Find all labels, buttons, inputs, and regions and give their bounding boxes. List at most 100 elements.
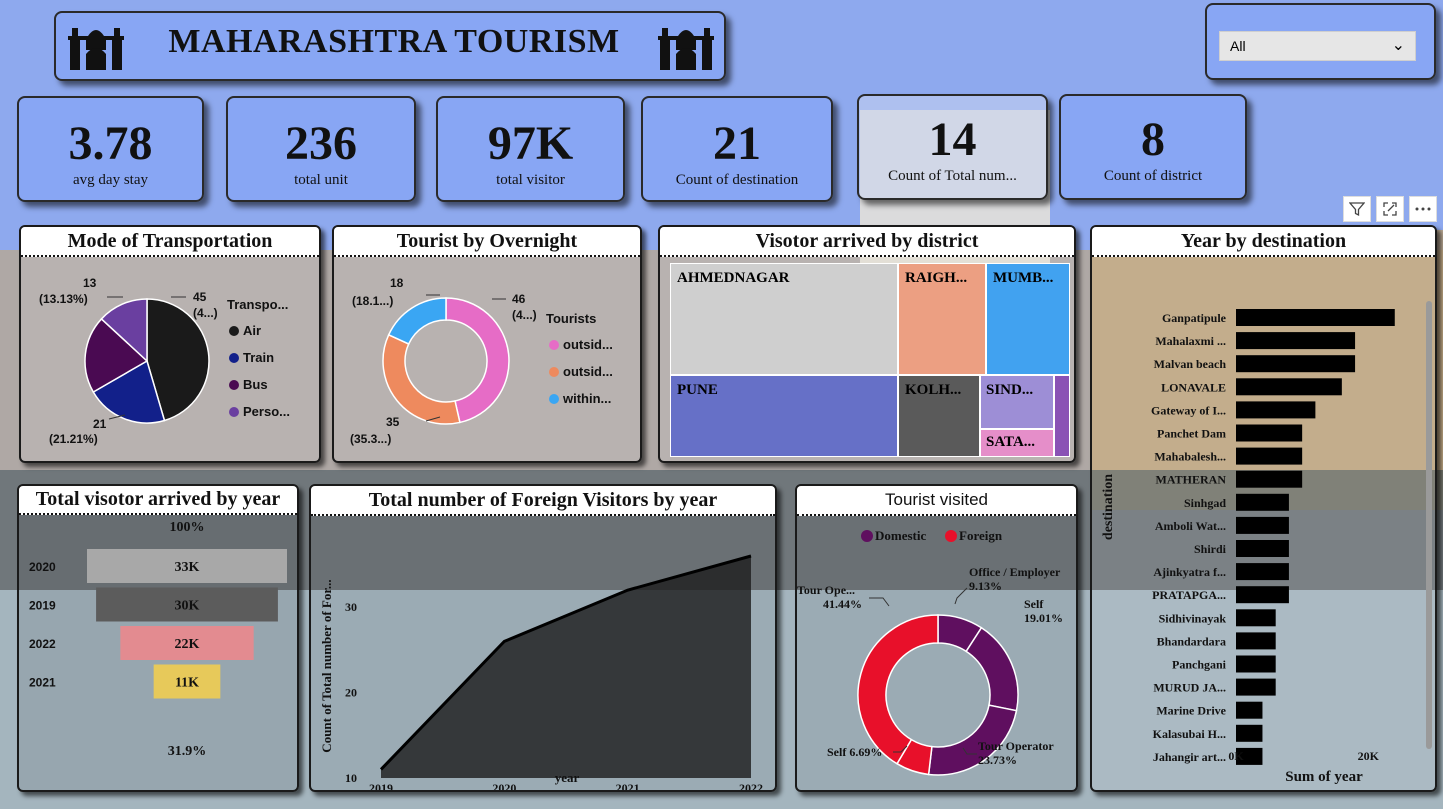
overnight-label-pct: (18.1...) xyxy=(352,294,393,308)
tile-label: SATA... xyxy=(986,434,1036,450)
funnel-bar[interactable] xyxy=(96,587,278,622)
treemap-tile[interactable]: RAIGH... xyxy=(898,263,986,375)
bar[interactable] xyxy=(1236,447,1303,465)
slice-pct: 41.44% xyxy=(823,597,862,611)
bar[interactable] xyxy=(1236,632,1276,650)
legend-marker xyxy=(549,367,559,377)
x-tick-label: 2022 xyxy=(739,781,763,792)
legend-item[interactable]: outsid... xyxy=(563,364,613,379)
filter-icon[interactable] xyxy=(1343,196,1371,222)
bar[interactable] xyxy=(1236,493,1289,511)
pie-slice[interactable] xyxy=(84,317,149,394)
treemap-tile[interactable] xyxy=(1054,375,1070,457)
tile-label: SIND... xyxy=(986,382,1034,398)
donut-slice[interactable] xyxy=(387,297,447,345)
tile-label: KOLH... xyxy=(905,382,962,398)
bar[interactable] xyxy=(1236,563,1289,581)
donut-slice[interactable] xyxy=(857,614,939,765)
bar[interactable] xyxy=(1236,378,1342,396)
legend-marker xyxy=(229,380,239,390)
donut-slice[interactable] xyxy=(965,626,1019,712)
legend-item[interactable]: Train xyxy=(243,350,274,365)
bar[interactable] xyxy=(1236,470,1303,488)
filter-dropdown[interactable]: All ⌄ xyxy=(1219,31,1416,61)
tile-label: AHMEDNAGAR xyxy=(677,270,790,286)
bar[interactable] xyxy=(1236,678,1276,696)
tourist-visited-donut[interactable]: Domestic Foreign Office / Employer 9.13%… xyxy=(797,516,1076,792)
gateway-icon xyxy=(68,28,124,70)
area-fill xyxy=(381,556,751,778)
legend-item[interactable]: Foreign xyxy=(959,528,1003,543)
legend-marker xyxy=(229,353,239,363)
transport-label-value: 13 xyxy=(83,276,97,290)
treemap-tile[interactable]: SIND... xyxy=(980,375,1054,429)
bar[interactable] xyxy=(1236,586,1289,604)
kpi-count-district: 8 Count of district xyxy=(1059,94,1247,200)
tourist-visited-card: Tourist visited Domestic Foreign Office … xyxy=(795,484,1078,792)
legend-item[interactable]: Air xyxy=(243,323,261,338)
bar[interactable] xyxy=(1236,309,1395,326)
funnel-year-label: 2022 xyxy=(29,637,56,651)
bar[interactable] xyxy=(1236,516,1289,534)
overnight-label-pct: (4...) xyxy=(512,308,537,322)
bar[interactable] xyxy=(1236,747,1263,765)
legend-item[interactable]: within... xyxy=(562,391,611,406)
bar[interactable] xyxy=(1236,701,1263,719)
slice-label: Self 6.69% xyxy=(827,745,882,759)
transport-label-pct: (4...) xyxy=(193,306,218,320)
kpi-value: 3.78 xyxy=(68,117,153,170)
donut-slice[interactable] xyxy=(382,333,461,425)
funnel-bar[interactable] xyxy=(87,549,287,583)
bar[interactable] xyxy=(1236,655,1276,673)
kpi-value: 14 xyxy=(928,113,977,166)
bar[interactable] xyxy=(1236,401,1316,419)
foreign-area-chart[interactable]: 10 20 30 2019 2020 2021 2022 Count of Total nu… xyxy=(311,516,775,792)
transport-label-value: 45 xyxy=(193,290,207,304)
funnel-bar-label: 22K xyxy=(175,637,200,652)
transport-label-pct: (21.21%) xyxy=(49,432,98,446)
kpi-value: 97K xyxy=(487,117,574,170)
pie-slice[interactable] xyxy=(92,359,166,424)
bar[interactable] xyxy=(1236,724,1263,742)
destination-bar-chart[interactable]: Ganpatipule Mahalaxmi ... Malvan beach LONA… xyxy=(1092,257,1435,792)
legend-item[interactable]: outsid... xyxy=(563,337,613,352)
pie-slice[interactable] xyxy=(100,298,148,363)
legend-marker xyxy=(549,340,559,350)
category-label: Panchgani xyxy=(1172,658,1227,672)
legend-item[interactable]: Domestic xyxy=(875,528,926,543)
transport-pie-chart[interactable]: 45 (4...) 21 (21.21%) 13 (13.13%) Transp… xyxy=(21,257,319,463)
bar[interactable] xyxy=(1236,424,1303,442)
treemap-tile[interactable]: SATA... xyxy=(980,429,1054,457)
treemap-tile[interactable]: AHMEDNAGAR xyxy=(670,263,898,375)
legend-item[interactable]: Bus xyxy=(243,377,268,392)
scrollbar[interactable] xyxy=(1426,301,1432,749)
transport-legend: Air Train Bus Perso... xyxy=(229,323,290,419)
slice-label: Tour Operator xyxy=(978,739,1054,753)
treemap-tile[interactable]: MUMB... xyxy=(986,263,1070,375)
bar[interactable] xyxy=(1236,355,1356,373)
foreign-visitors-card: Total number of Foreign Visitors by year… xyxy=(309,484,777,792)
year-funnel-chart[interactable]: 100% 33K 2020 30K 2019 22K 2022 11K 2021 31.9% xyxy=(19,515,297,773)
filter-value: All xyxy=(1230,38,1246,54)
pie-slice[interactable] xyxy=(146,298,210,422)
overnight-donut-chart[interactable]: 46 (4...) 35 (35.3...) 18 (18.1...) Tour… xyxy=(334,257,640,463)
slice-pct: 23.73% xyxy=(978,753,1017,767)
overnight-label-pct: (35.3...) xyxy=(350,432,391,446)
more-options-icon[interactable] xyxy=(1409,196,1437,222)
treemap-tile[interactable]: KOLH... xyxy=(898,375,980,457)
funnel-bar[interactable] xyxy=(120,626,254,660)
bar[interactable] xyxy=(1236,540,1289,557)
district-treemap[interactable]: AHMEDNAGAR RAIGH... MUMB... PUNE KOLH...… xyxy=(660,257,1074,461)
bar[interactable] xyxy=(1236,332,1356,350)
category-label: Mahalaxmi ... xyxy=(1155,334,1226,348)
bar[interactable] xyxy=(1236,609,1276,627)
donut-slice[interactable] xyxy=(445,297,510,424)
legend-item[interactable]: Perso... xyxy=(243,404,290,419)
district-treemap-card: Visotor arrived by district AHMEDNAGAR R… xyxy=(658,225,1076,463)
funnel-bar[interactable] xyxy=(153,664,221,699)
focus-mode-icon[interactable] xyxy=(1376,196,1404,222)
legend-marker xyxy=(861,530,873,542)
area-line[interactable] xyxy=(379,554,752,771)
treemap-tile[interactable]: PUNE xyxy=(670,375,898,457)
legend-marker xyxy=(229,407,239,417)
